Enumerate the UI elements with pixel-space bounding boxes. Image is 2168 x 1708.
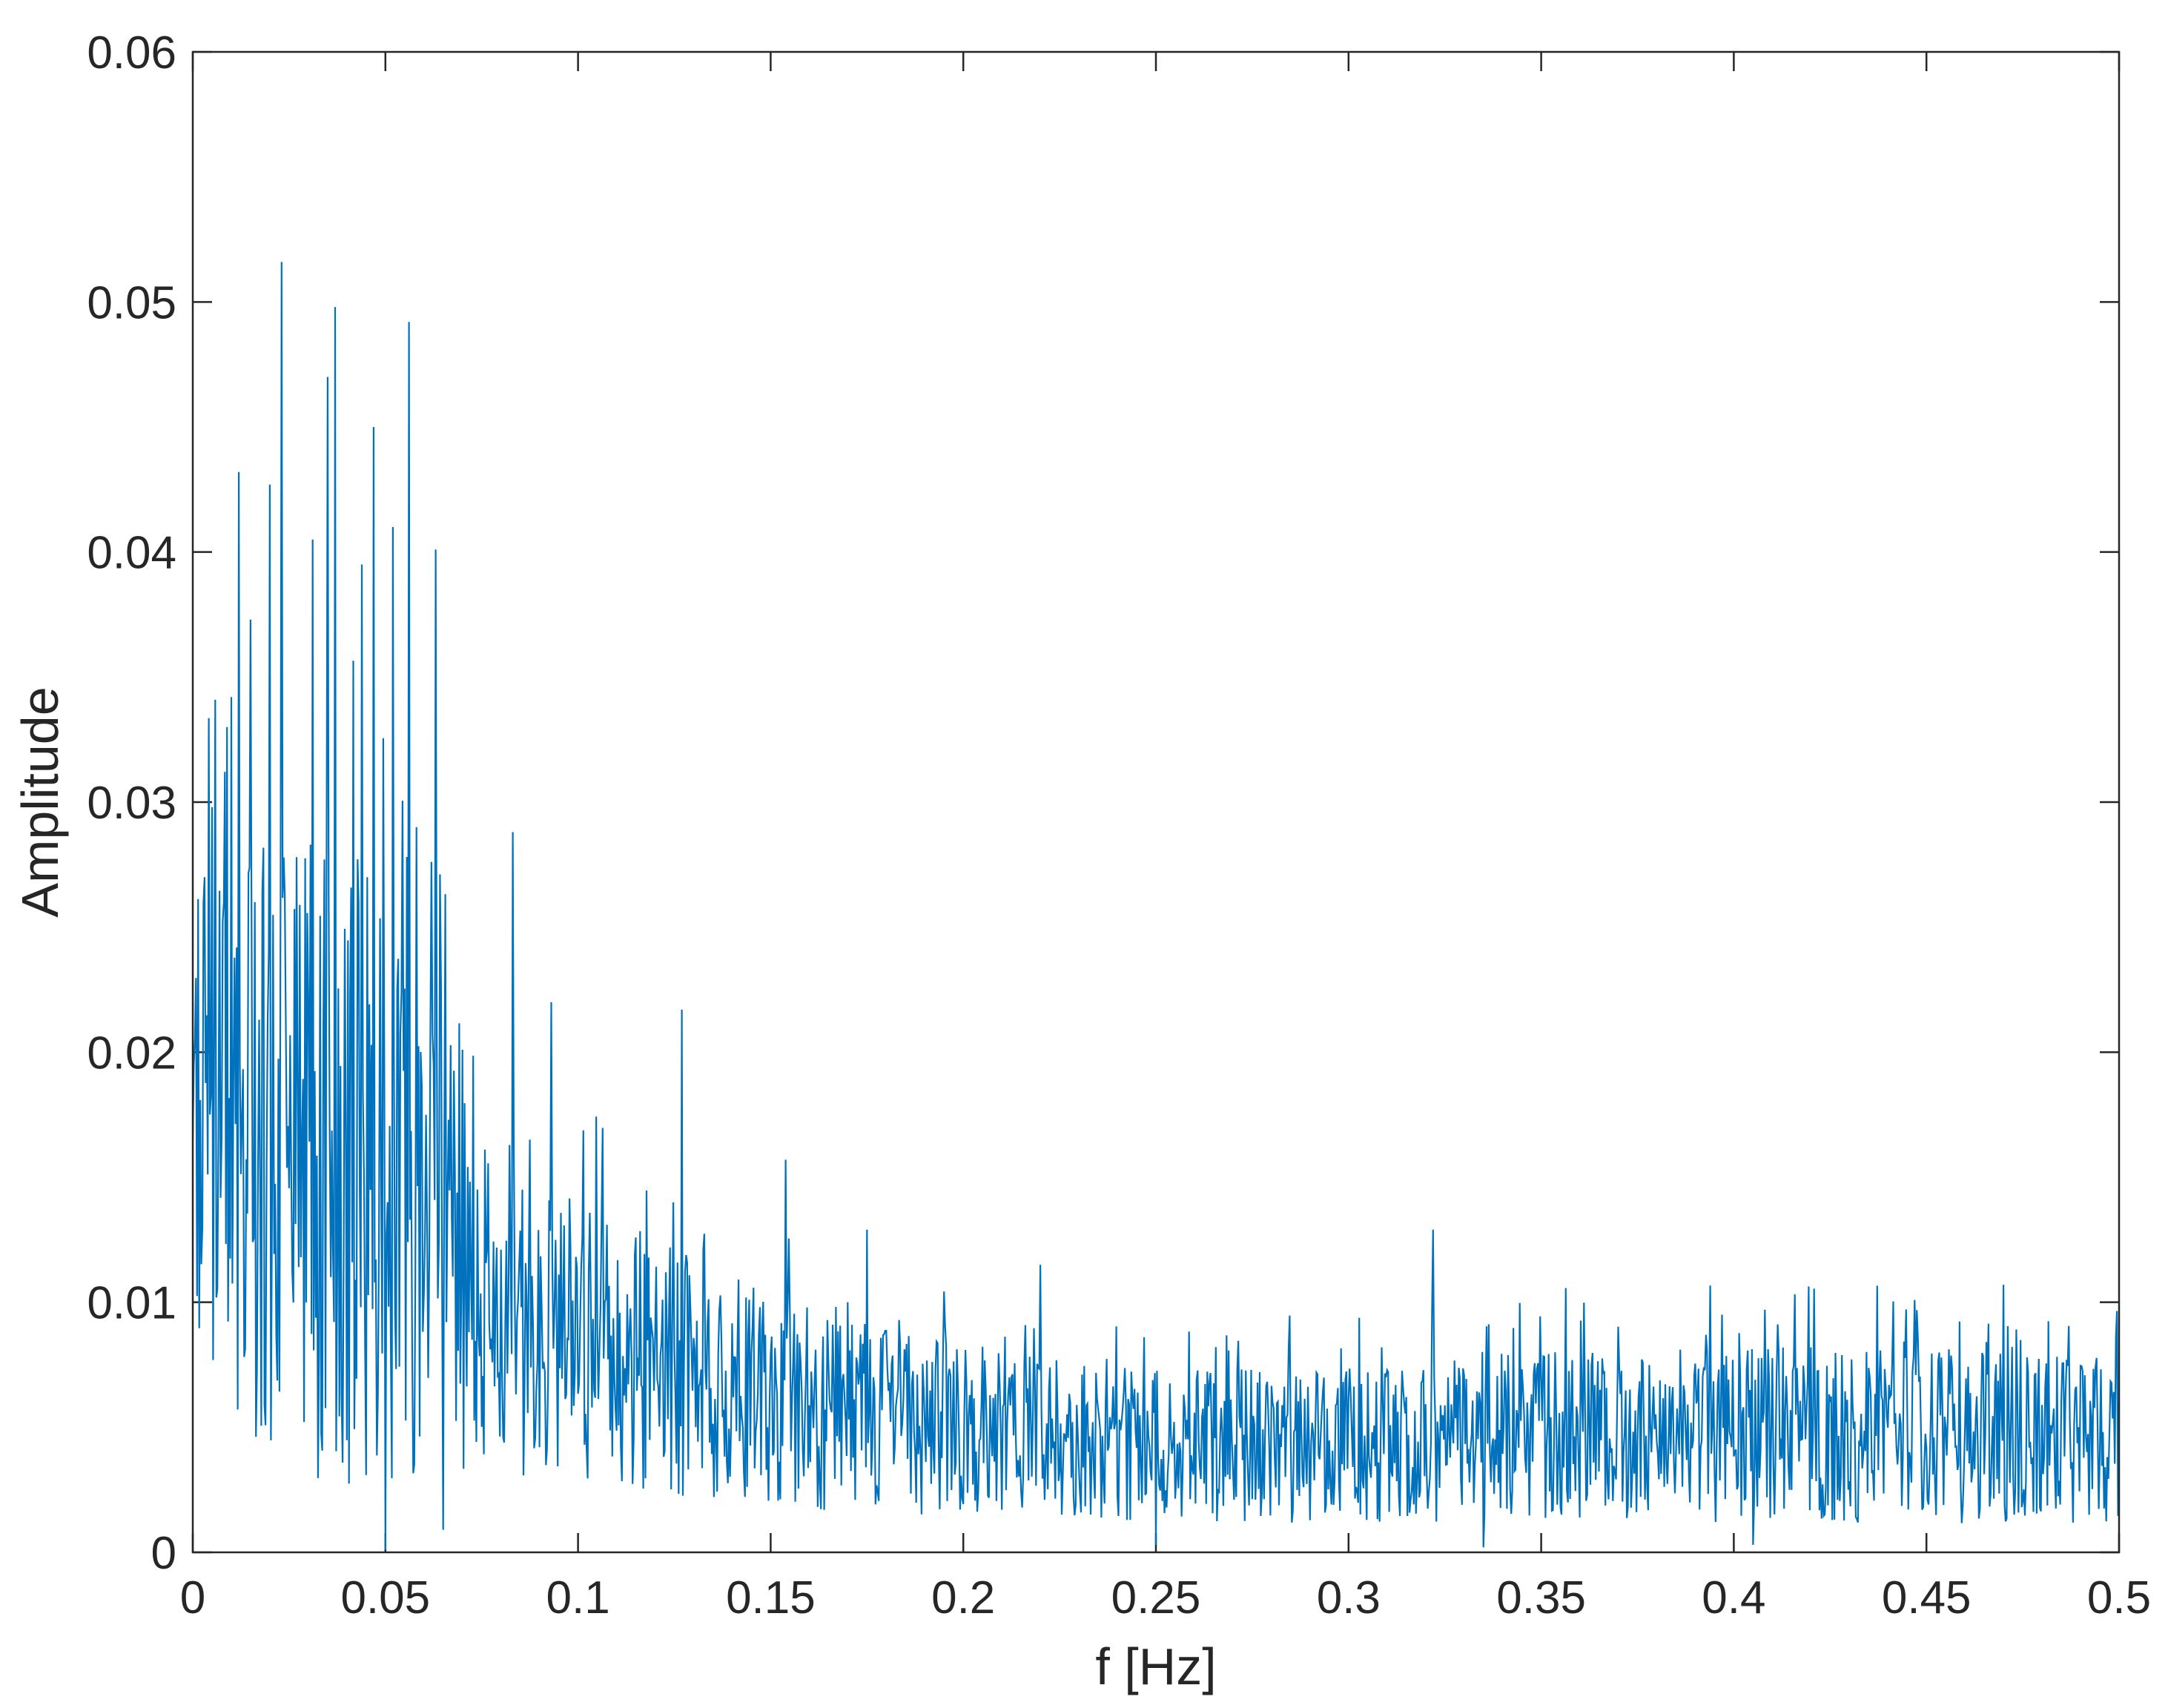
x-tick-label: 0.15 bbox=[726, 1572, 816, 1623]
spectrum-line bbox=[191, 262, 2121, 1550]
x-tick-label: 0.35 bbox=[1496, 1572, 1586, 1623]
plot-area-frame bbox=[191, 50, 2121, 1554]
spectrum-series bbox=[191, 262, 2121, 1550]
x-tick-label: 0.1 bbox=[546, 1572, 609, 1623]
y-tick-label: 0.02 bbox=[87, 1027, 176, 1079]
y-tick-label: 0.03 bbox=[87, 778, 176, 829]
y-tick-label: 0.05 bbox=[87, 277, 176, 328]
y-axis-ticks: 0 0.01 0.02 0.03 0.04 0.05 0.06 bbox=[87, 27, 2119, 1579]
x-tick-label: 0.25 bbox=[1111, 1572, 1201, 1623]
x-axis-label: f [Hz] bbox=[1095, 1638, 1216, 1695]
x-tick-label: 0.05 bbox=[340, 1572, 430, 1623]
x-tick-label: 0.2 bbox=[931, 1572, 995, 1623]
x-tick-label: 0 bbox=[180, 1572, 205, 1623]
x-tick-label: 0.4 bbox=[1702, 1572, 1765, 1623]
x-axis-ticks: 0 0.05 0.1 0.15 0.2 0.25 0.3 0.35 0.4 0.45 0.5 bbox=[180, 52, 2151, 1623]
y-tick-label: 0.06 bbox=[87, 27, 176, 79]
x-tick-label: 0.45 bbox=[1882, 1572, 1972, 1623]
y-tick-label: 0 bbox=[151, 1528, 176, 1579]
x-tick-label: 0.5 bbox=[2087, 1572, 2151, 1623]
x-tick-label: 0.3 bbox=[1317, 1572, 1381, 1623]
y-tick-label: 0.01 bbox=[87, 1278, 176, 1329]
y-axis-label: Amplitude bbox=[11, 686, 69, 917]
y-tick-label: 0.04 bbox=[87, 528, 176, 579]
